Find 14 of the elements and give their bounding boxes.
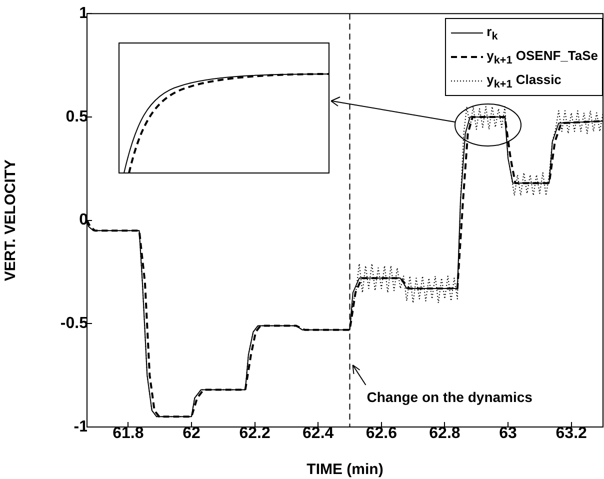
- legend-label: y$_{k+1}$ Classic: [486, 72, 562, 90]
- x-tick-label: 62.2: [239, 425, 270, 442]
- x-tick-label: 63.2: [556, 425, 588, 442]
- x-tick-label: 62.6: [366, 425, 398, 442]
- legend-label: r$_{k}$: [486, 24, 498, 42]
- x-tick-label: 62: [182, 425, 200, 442]
- x-tick-label: 62.4: [302, 425, 334, 442]
- x-tick-label: 63: [499, 425, 518, 442]
- x-tick-label: 62.8: [429, 425, 460, 442]
- y-axis-title: VERT. VELOCITY: [2, 159, 20, 282]
- x-tick-label: 61.8: [112, 425, 144, 442]
- legend-label: y$_{k+1}$ OSENF_TaSe: [486, 48, 598, 66]
- x-axis-title: TIME (min): [306, 461, 384, 478]
- ref-line-label: Change on the dynamics: [366, 388, 533, 405]
